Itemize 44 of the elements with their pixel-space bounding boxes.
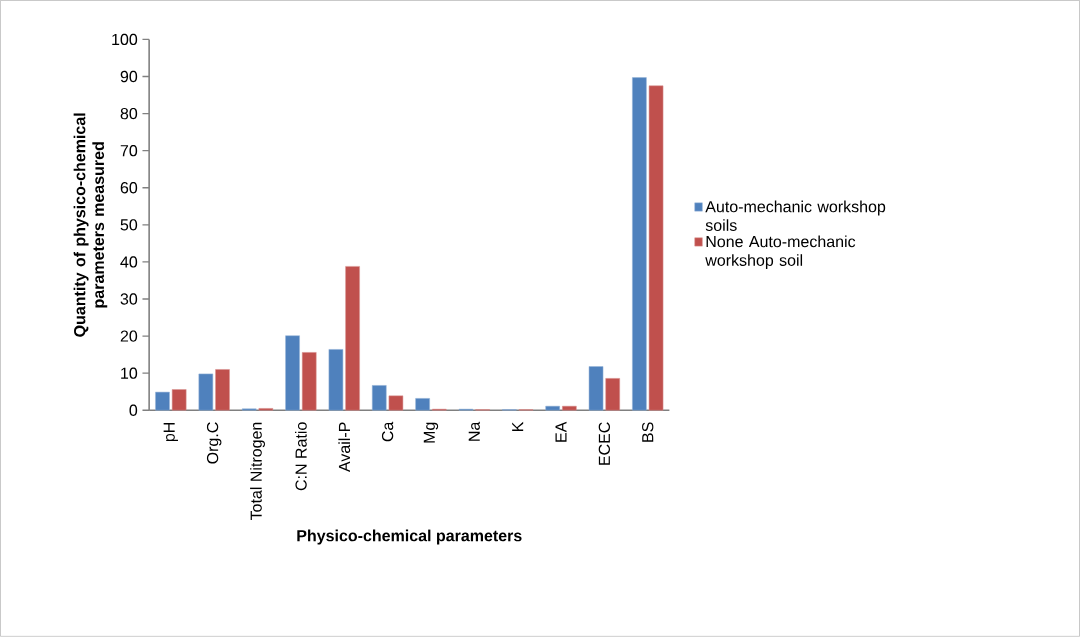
bar bbox=[215, 369, 230, 411]
bar bbox=[562, 406, 577, 411]
bar bbox=[388, 395, 404, 411]
y-tick-label: 70 bbox=[120, 145, 138, 157]
bar bbox=[171, 389, 187, 411]
y-tick-label: 0 bbox=[129, 404, 138, 417]
y-tick-label: 50 bbox=[120, 219, 138, 231]
y-tick-label: 30 bbox=[120, 293, 138, 305]
x-tick-label: ECEC bbox=[598, 422, 611, 465]
bar bbox=[328, 349, 344, 411]
bar bbox=[605, 378, 620, 411]
bar bbox=[415, 398, 430, 411]
legend-label: Auto-mechanic workshop soils bbox=[705, 200, 886, 232]
bar bbox=[301, 352, 317, 411]
x-tick-label: Avail-P bbox=[338, 422, 351, 473]
y-tick-label: 80 bbox=[120, 108, 138, 120]
bar bbox=[588, 366, 604, 411]
x-tick-label: Org.C bbox=[206, 422, 222, 464]
x-axis-title: Physico-chemical parameters bbox=[297, 529, 522, 545]
bar bbox=[648, 85, 664, 411]
bar bbox=[371, 385, 387, 411]
x-tick-label: Total Nitrogen bbox=[250, 422, 265, 521]
y-axis-title: Quantity of physico-chemical parameters measured bbox=[73, 113, 108, 337]
y-tick-label: 100 bbox=[112, 33, 138, 46]
bar bbox=[632, 77, 647, 411]
x-tick-label: Na bbox=[468, 421, 480, 441]
y-tick-label: 60 bbox=[120, 182, 138, 194]
x-tick-label: Ca bbox=[381, 421, 394, 442]
y-tick-label: 40 bbox=[120, 256, 138, 268]
legend-label: None Auto-mechanic workshop soil bbox=[705, 235, 856, 270]
y-tick-label: 20 bbox=[120, 330, 138, 342]
bar bbox=[155, 391, 170, 411]
bar bbox=[198, 373, 214, 411]
bar bbox=[545, 406, 560, 411]
x-tick-label: pH bbox=[163, 423, 178, 442]
bar bbox=[345, 266, 360, 411]
x-tick-label: Mg bbox=[423, 422, 439, 443]
x-tick-label: C:N Ratio bbox=[295, 422, 307, 491]
x-tick-label: K bbox=[512, 421, 524, 432]
y-tick-label: 10 bbox=[121, 367, 138, 379]
x-tick-label: BS bbox=[642, 422, 654, 442]
x-tick-label: EA bbox=[555, 421, 567, 442]
y-tick-label: 90 bbox=[120, 70, 138, 83]
bar bbox=[285, 335, 300, 411]
